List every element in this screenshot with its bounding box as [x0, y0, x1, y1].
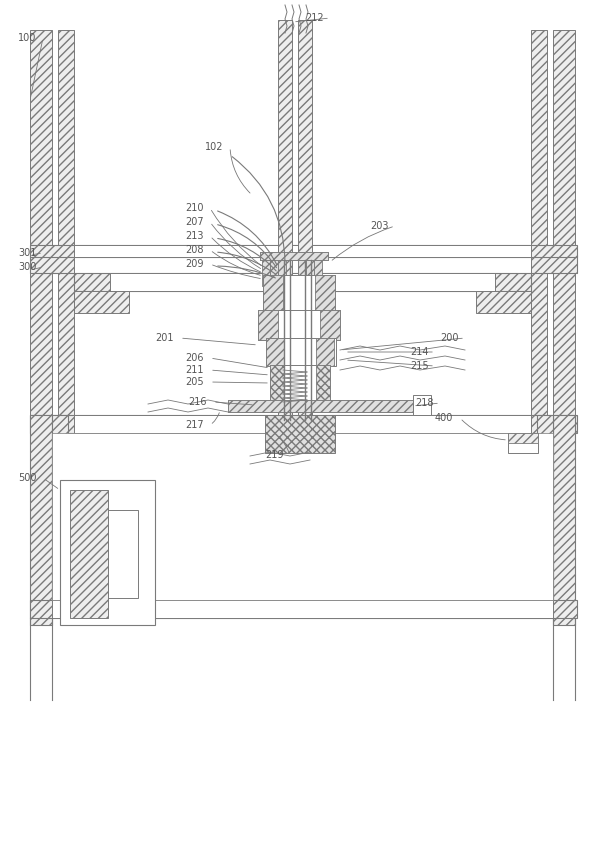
Text: 208: 208: [185, 245, 203, 255]
Text: 500: 500: [18, 473, 36, 483]
Text: 217: 217: [185, 420, 204, 430]
Bar: [508, 433, 538, 443]
Text: 207: 207: [185, 217, 204, 227]
Text: 212: 212: [305, 13, 324, 23]
Text: 300: 300: [18, 262, 36, 272]
Text: 200: 200: [440, 333, 459, 343]
Bar: [30, 255, 577, 273]
Bar: [263, 275, 283, 311]
Text: 206: 206: [185, 353, 203, 363]
Bar: [74, 255, 531, 273]
Text: 211: 211: [185, 365, 203, 375]
Bar: [270, 258, 278, 286]
Bar: [30, 245, 577, 257]
Bar: [110, 273, 495, 291]
Text: 219: 219: [265, 450, 284, 460]
Text: 215: 215: [410, 361, 428, 371]
Bar: [553, 415, 575, 625]
Text: 218: 218: [415, 398, 434, 408]
Bar: [260, 252, 328, 260]
Bar: [537, 415, 553, 600]
Text: 100: 100: [18, 33, 36, 43]
Bar: [270, 365, 330, 400]
Bar: [260, 252, 328, 260]
Bar: [30, 415, 52, 625]
Bar: [30, 600, 577, 618]
Bar: [74, 273, 531, 291]
Bar: [74, 291, 129, 313]
Text: 214: 214: [410, 347, 428, 357]
Text: 205: 205: [185, 377, 204, 387]
Bar: [266, 338, 284, 366]
Bar: [60, 480, 155, 625]
Bar: [258, 310, 340, 340]
Bar: [413, 395, 431, 415]
Bar: [258, 310, 278, 340]
Bar: [74, 415, 531, 433]
Bar: [310, 278, 330, 306]
Bar: [262, 258, 270, 286]
Bar: [108, 510, 138, 598]
Bar: [74, 245, 531, 257]
Bar: [52, 415, 68, 600]
Bar: [508, 433, 538, 453]
Bar: [314, 258, 322, 286]
Bar: [268, 340, 286, 362]
Text: 210: 210: [185, 203, 203, 213]
Bar: [312, 340, 330, 362]
Text: 301: 301: [18, 248, 36, 258]
Bar: [476, 291, 531, 313]
Text: 209: 209: [185, 259, 203, 269]
Bar: [270, 365, 284, 400]
Bar: [320, 310, 340, 340]
Bar: [228, 400, 413, 412]
Bar: [52, 600, 553, 618]
Bar: [278, 258, 286, 286]
Bar: [263, 275, 335, 311]
Text: 400: 400: [435, 413, 453, 423]
Bar: [265, 278, 285, 306]
Bar: [553, 30, 575, 460]
Bar: [531, 30, 547, 460]
Text: 216: 216: [188, 397, 206, 407]
Bar: [306, 258, 314, 286]
Text: 203: 203: [370, 221, 388, 231]
Bar: [30, 30, 52, 460]
Bar: [70, 490, 108, 618]
Text: 213: 213: [185, 231, 203, 241]
Bar: [265, 415, 335, 453]
Text: 201: 201: [155, 333, 174, 343]
Bar: [228, 400, 413, 412]
Bar: [316, 365, 330, 400]
Bar: [30, 415, 577, 433]
Bar: [298, 258, 306, 286]
Text: 102: 102: [205, 142, 223, 152]
Bar: [52, 433, 553, 600]
Bar: [316, 338, 334, 366]
Bar: [315, 275, 335, 311]
Bar: [58, 30, 74, 460]
Bar: [278, 20, 292, 440]
Bar: [266, 338, 336, 366]
Bar: [298, 20, 312, 440]
